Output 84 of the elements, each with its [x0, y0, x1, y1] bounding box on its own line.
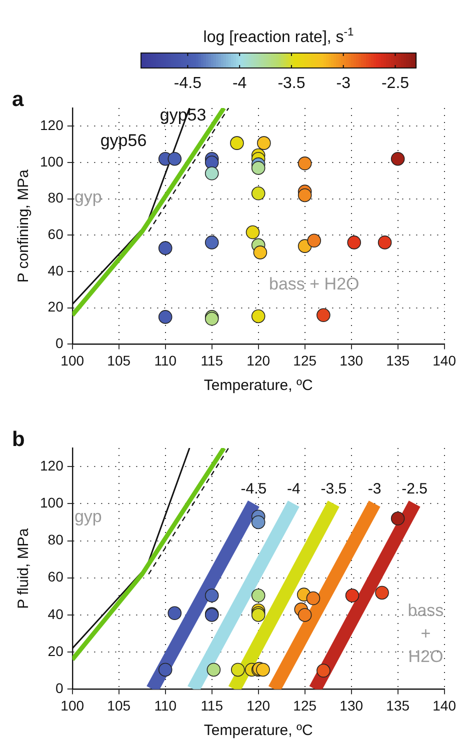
y-axis-title: P confining, MPa	[15, 168, 32, 283]
point	[206, 662, 221, 677]
y-tick-label: 100	[40, 153, 64, 170]
series-label: -2.5	[402, 480, 428, 498]
point	[251, 161, 266, 175]
point	[390, 152, 405, 166]
x-tick-label: 110	[154, 697, 177, 714]
point	[298, 608, 312, 622]
point	[256, 662, 270, 677]
annotation: bass + H2O	[269, 274, 360, 294]
y-axis-title: P fluid, MPa	[15, 528, 32, 609]
x-tick-label: 105	[107, 697, 131, 714]
y-tick-label: 60	[48, 226, 64, 242]
x-tick-label: 140	[432, 352, 456, 368]
x-axis-title: Temperature, ºC	[204, 722, 313, 740]
y-tick-label: 100	[40, 494, 64, 511]
point	[345, 588, 360, 602]
point	[204, 588, 219, 602]
y-tick-label: 80	[48, 532, 64, 548]
y-tick-label: 120	[40, 457, 64, 474]
annotation: bass + H2O	[408, 601, 444, 666]
x-tick-label: 130	[340, 697, 364, 714]
chart-title: b	[12, 428, 25, 451]
series-label: -4.5	[240, 480, 267, 498]
point	[204, 166, 219, 180]
color-bar-label: -3	[336, 75, 351, 92]
point	[230, 662, 245, 677]
series-label: -3	[368, 480, 382, 498]
point	[158, 662, 172, 677]
color-bar-label: -4	[232, 75, 247, 92]
point	[316, 308, 330, 322]
x-tick-label: 110	[154, 352, 177, 368]
point	[251, 186, 266, 200]
point	[298, 156, 312, 170]
point	[230, 136, 244, 150]
series-label: -4	[287, 480, 300, 498]
x-tick-label: 130	[340, 352, 364, 368]
point	[251, 309, 266, 324]
annotation: gyp	[74, 187, 102, 206]
point	[378, 236, 392, 250]
annotation: gyp	[74, 507, 102, 526]
x-tick-label: 135	[386, 352, 410, 368]
point	[251, 515, 266, 530]
point	[375, 586, 389, 600]
point	[306, 591, 320, 606]
point	[298, 188, 312, 202]
y-tick-label: 60	[48, 568, 64, 585]
x-tick-label: 125	[293, 352, 317, 368]
point	[158, 241, 172, 255]
x-tick-label: 140	[432, 697, 456, 714]
point	[316, 664, 330, 678]
point	[158, 310, 172, 324]
y-tick-label: 20	[48, 298, 64, 315]
x-tick-label: 115	[200, 697, 224, 714]
point	[204, 236, 219, 250]
y-tick-label: 80	[48, 190, 64, 206]
y-tick-label: 120	[40, 117, 64, 134]
color-bar-label: -4.5	[174, 75, 202, 92]
x-tick-label: 120	[246, 697, 270, 714]
point	[390, 512, 405, 526]
point	[307, 234, 322, 248]
y-tick-label: 40	[48, 262, 64, 278]
series-label: -3.5	[320, 480, 347, 498]
color-bar-label: -3.5	[278, 75, 306, 92]
y-tick-label: 40	[48, 606, 64, 622]
y-tick-label: 0	[56, 680, 64, 696]
point	[168, 152, 182, 166]
x-tick-label: 125	[293, 697, 317, 714]
point	[253, 246, 268, 260]
x-tick-label: 115	[200, 352, 224, 368]
annotation: gyp56	[100, 131, 147, 150]
x-axis-title: Temperature, ºC	[204, 377, 313, 394]
color-bar-label: -2.5	[381, 75, 410, 92]
x-tick-label: 120	[246, 352, 270, 368]
point	[257, 136, 271, 150]
point	[347, 236, 362, 250]
y-tick-label: 20	[48, 642, 64, 659]
x-tick-label: 105	[107, 352, 131, 368]
chart-title: a	[12, 88, 24, 111]
point	[251, 588, 266, 602]
x-tick-label: 135	[386, 697, 410, 714]
point	[246, 225, 260, 240]
point	[168, 606, 182, 620]
y-tick-label: 0	[56, 335, 64, 352]
